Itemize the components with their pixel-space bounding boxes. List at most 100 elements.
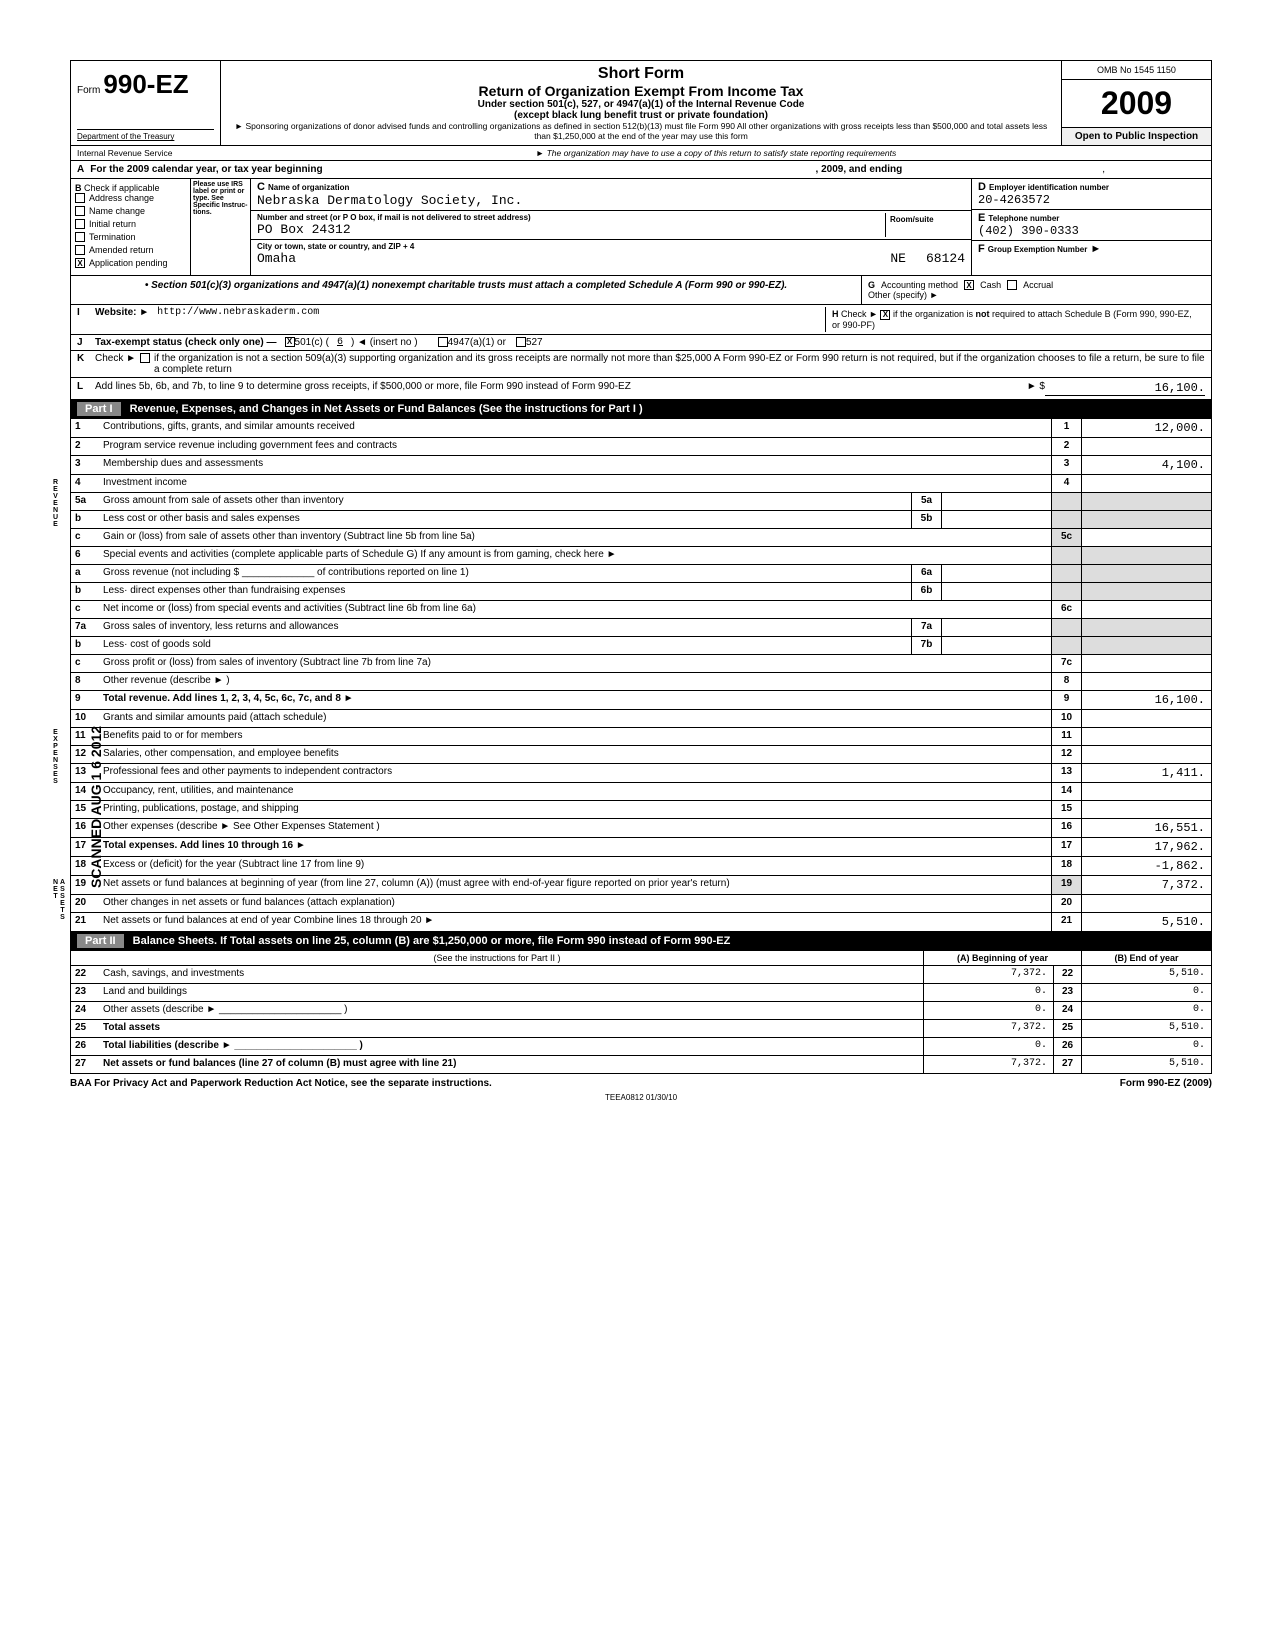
check-applicable: Check if applicable <box>84 183 160 193</box>
copy-notice: ► The organization may have to use a cop… <box>227 148 1205 158</box>
line-description: Excess or (deficit) for the year (Subtra… <box>99 857 1051 875</box>
line-description: Net income or (loss) from special events… <box>99 601 1051 618</box>
fin-row: 17Total expenses. Add lines 10 through 1… <box>70 838 1212 857</box>
letter-i: I <box>77 307 95 332</box>
checkbox-501c[interactable]: X <box>285 337 295 347</box>
j-527: 527 <box>526 337 543 348</box>
line-description: Gross amount from sale of assets other t… <box>99 493 911 510</box>
checkbox-amended[interactable] <box>75 245 85 255</box>
line-value: 17,962. <box>1081 838 1211 856</box>
title-except: (except black lung benefit trust or priv… <box>231 110 1051 121</box>
fin-row: 2Program service revenue including gover… <box>70 438 1212 456</box>
bs-col-b-value: 0. <box>1081 1038 1211 1055</box>
letter-c: C <box>257 181 265 193</box>
line-box: 3 <box>1051 456 1081 474</box>
checkbox-name[interactable] <box>75 206 85 216</box>
dept-treasury: Department of the Treasury <box>77 129 214 141</box>
lbl-termination: Termination <box>89 232 136 242</box>
line-number: b <box>71 511 99 528</box>
sub-value <box>941 619 1051 636</box>
street: PO Box 24312 <box>257 222 885 237</box>
sub-value <box>941 493 1051 510</box>
line-box: 14 <box>1051 783 1081 800</box>
bs-col-b-value: 5,510. <box>1081 1020 1211 1037</box>
checkbox-4947[interactable] <box>438 337 448 347</box>
h-not: not <box>976 309 990 319</box>
line-description: Other revenue (describe ► ) <box>99 673 1051 690</box>
fin-row: cGain or (loss) from sale of assets othe… <box>70 529 1212 547</box>
line-a-text2: , 2009, and ending <box>816 164 903 175</box>
line-value: 7,372. <box>1081 876 1211 894</box>
line-description: Investment income <box>99 475 1051 492</box>
letter-b: B <box>75 183 82 193</box>
sub-value <box>941 637 1051 654</box>
ein-value: 20-4263572 <box>978 193 1205 207</box>
part2-title: Balance Sheets. If Total assets on line … <box>133 935 731 947</box>
fin-row: bLess cost or other basis and sales expe… <box>70 511 1212 529</box>
bs-row: 23Land and buildings0.230. <box>70 984 1212 1002</box>
part1-title: Revenue, Expenses, and Changes in Net As… <box>130 403 643 415</box>
line-box: 1 <box>1051 419 1081 437</box>
fin-row: 21Net assets or fund balances at end of … <box>70 913 1212 932</box>
checkbox-address[interactable] <box>75 193 85 203</box>
bs-line-number: 24 <box>71 1002 99 1019</box>
bs-see: (See the instructions for Part II ) <box>71 951 923 965</box>
addr-label: Number and street (or P O box, if mail i… <box>257 213 885 222</box>
checkbox-h[interactable]: X <box>880 310 890 320</box>
line-box: 21 <box>1051 913 1081 931</box>
j-4947: 4947(a)(1) or <box>448 337 506 348</box>
fin-row: 8Other revenue (describe ► )8 <box>70 673 1212 691</box>
letter-f: F <box>978 243 985 255</box>
checkbox-termination[interactable] <box>75 232 85 242</box>
checkbox-527[interactable] <box>516 337 526 347</box>
line-box: 16 <box>1051 819 1081 837</box>
l-value: 16,100. <box>1045 381 1205 396</box>
sub-box: 5a <box>911 493 941 510</box>
letter-d: D <box>978 181 986 193</box>
bs-col-a-value: 7,372. <box>923 1020 1053 1037</box>
line-description: Less cost or other basis and sales expen… <box>99 511 911 528</box>
irs-service: Internal Revenue Service <box>77 148 227 158</box>
bs-col-a: (A) Beginning of year <box>923 951 1081 965</box>
checkbox-cash[interactable]: X <box>964 280 974 290</box>
shade-box <box>1051 637 1081 654</box>
line-number: a <box>71 565 99 582</box>
fin-row: 20Other changes in net assets or fund ba… <box>70 895 1212 913</box>
line-description: Gross profit or (loss) from sales of inv… <box>99 655 1051 672</box>
line-l: L Add lines 5b, 6b, and 7b, to line 9 to… <box>70 378 1212 400</box>
bullet-501c3: • Section 501(c)(3) organizations and 49… <box>71 276 861 304</box>
checkbox-initial[interactable] <box>75 219 85 229</box>
open-inspection: Open to Public Inspection <box>1062 127 1211 145</box>
footer-mid: TEEA0812 01/30/10 <box>70 1093 1212 1102</box>
line-number: 3 <box>71 456 99 474</box>
bs-line-number: 25 <box>71 1020 99 1037</box>
sub-box: 5b <box>911 511 941 528</box>
line-description: Contributions, gifts, grants, and simila… <box>99 419 1051 437</box>
line-box: 10 <box>1051 710 1081 727</box>
bs-mid-number: 22 <box>1053 966 1081 983</box>
line-box: 13 <box>1051 764 1081 782</box>
state: NE <box>890 251 906 266</box>
part1-table: SCANNED AUG 1 6 2012 REVENUE EXPENSES NE… <box>70 419 1212 932</box>
h-check-label: Check ► <box>841 309 878 319</box>
checkbox-pending[interactable]: X <box>75 258 85 268</box>
line-box: 18 <box>1051 857 1081 875</box>
title-short: Short Form <box>231 65 1051 83</box>
bs-col-b: (B) End of year <box>1081 951 1211 965</box>
sub-box: 6b <box>911 583 941 600</box>
line-description: Program service revenue including govern… <box>99 438 1051 455</box>
line-number: c <box>71 601 99 618</box>
form-number: 990-EZ <box>103 69 188 99</box>
bs-description: Total liabilities (describe ► __________… <box>99 1038 923 1055</box>
bs-description: Cash, savings, and investments <box>99 966 923 983</box>
col-c-instructions: Please use IRS label or print or type. S… <box>191 179 251 275</box>
checkbox-accrual[interactable] <box>1007 280 1017 290</box>
column-c: C Name of organization Nebraska Dermatol… <box>251 179 971 275</box>
line-value <box>1081 746 1211 763</box>
sub-box: 7b <box>911 637 941 654</box>
checkbox-k[interactable] <box>140 353 150 363</box>
city-label: City or town, state or country, and ZIP … <box>257 242 965 251</box>
shade-box <box>1051 565 1081 582</box>
phone-label: Telephone number <box>988 214 1059 223</box>
part2-header: Part II Balance Sheets. If Total assets … <box>70 932 1212 951</box>
